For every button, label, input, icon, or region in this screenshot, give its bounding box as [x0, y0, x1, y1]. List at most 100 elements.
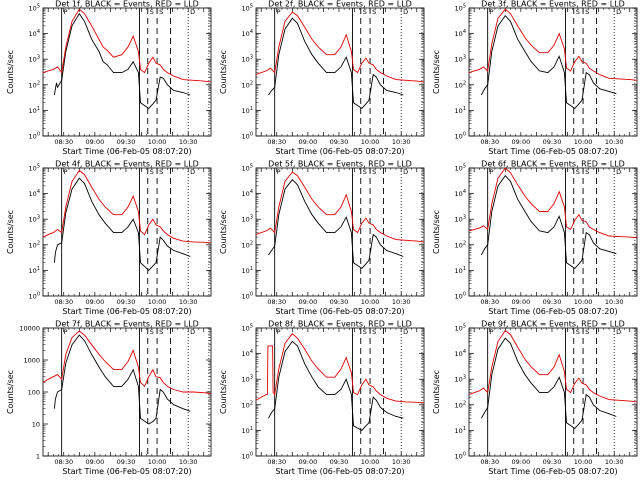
x-tick-label: 10:30: [179, 138, 198, 146]
y-tick-label: 105: [242, 4, 253, 13]
y-axis-label: Counts/sec: [219, 210, 228, 254]
top-marker-label: P: [64, 8, 68, 16]
top-marker-label: P: [277, 168, 281, 176]
top-marker-label: P: [64, 168, 68, 176]
plot-frame: [255, 167, 425, 297]
y-tick-label: 105: [455, 324, 466, 333]
x-tick-label: 10:00: [148, 458, 167, 466]
top-marker-label: P: [490, 168, 494, 176]
lld-series-line: [43, 8, 211, 83]
top-marker-label: S: [576, 328, 580, 336]
lld-series-line: [43, 169, 211, 244]
y-tick-label: 102: [455, 240, 466, 249]
x-tick-label: 09:30: [543, 298, 562, 306]
x-tick-label: 08:30: [480, 298, 499, 306]
y-tick-label: 102: [455, 80, 466, 89]
top-marker-label: S: [363, 8, 367, 16]
y-tick-label: 104: [29, 29, 40, 38]
events-series-line: [481, 337, 617, 429]
y-tick-label: 104: [455, 349, 466, 358]
panel-title: Det 9f, BLACK = Events, RED = LLD: [481, 320, 625, 329]
y-axis-label: Counts/sec: [432, 370, 441, 414]
x-tick-label: 10:00: [361, 138, 380, 146]
top-marker-label: D: [616, 8, 621, 16]
y-tick-label: 1000: [23, 357, 40, 365]
x-tick-label: 09:30: [543, 138, 562, 146]
x-tick-label: 10:30: [392, 138, 411, 146]
y-tick-label: 105: [29, 164, 40, 173]
x-tick-label: 09:30: [330, 458, 349, 466]
x-tick-label: 09:00: [85, 138, 104, 146]
y-tick-label: 102: [242, 240, 253, 249]
x-tick-label: 09:30: [330, 298, 349, 306]
y-axis-label: Counts/sec: [219, 50, 228, 94]
x-tick-label: 09:00: [298, 138, 317, 146]
x-axis-label: Start Time (06-Feb-05 08:07:20): [275, 307, 404, 316]
x-tick-label: 09:00: [298, 298, 317, 306]
panel-det3: Det 3f, BLACK = Events, RED = LLD Counts/…: [432, 0, 638, 156]
x-tick-label: 10:30: [392, 298, 411, 306]
top-marker-label: D: [403, 168, 408, 176]
y-tick-label: 103: [242, 55, 253, 64]
plot-frame: [468, 7, 638, 137]
top-marker-label: P: [277, 328, 281, 336]
y-axis-label: Counts/sec: [6, 370, 15, 414]
x-tick-label: 09:30: [117, 458, 136, 466]
y-tick-label: 100: [28, 389, 40, 397]
top-marker-label: D: [616, 168, 621, 176]
y-tick-label: 102: [242, 400, 253, 409]
x-axis-label: Start Time (06-Feb-05 08:07:20): [62, 467, 191, 476]
x-tick-label: 09:00: [298, 458, 317, 466]
lld-series-line: [469, 329, 637, 403]
y-axis-label: Counts/sec: [6, 50, 15, 94]
y-tick-label: 100: [455, 292, 466, 301]
top-marker-label: D: [616, 328, 621, 336]
top-marker-label: S: [150, 168, 154, 176]
y-tick-label: 104: [455, 29, 466, 38]
x-tick-label: 09:00: [85, 298, 104, 306]
events-series-line: [53, 334, 191, 425]
top-marker-label: P: [277, 8, 281, 16]
y-tick-label: 103: [455, 375, 466, 384]
panel-title: Det 3f, BLACK = Events, RED = LLD: [481, 0, 625, 9]
x-tick-label: 10:30: [179, 458, 198, 466]
y-tick-label: 101: [242, 106, 253, 115]
lld-series-line: [256, 171, 424, 243]
x-axis-label: Start Time (06-Feb-05 08:07:20): [275, 147, 404, 156]
panel-title: Det 2f, BLACK = Events, RED = LLD: [268, 0, 412, 9]
x-tick-label: 09:30: [330, 138, 349, 146]
y-tick-label: 102: [242, 80, 253, 89]
y-tick-label: 102: [455, 400, 466, 409]
lld-series-line: [43, 330, 211, 394]
events-series-line: [53, 12, 191, 109]
y-tick-label: 103: [29, 55, 40, 64]
top-marker-label: S: [372, 328, 376, 336]
top-marker-label: D: [190, 168, 195, 176]
x-axis-label: Start Time (06-Feb-05 08:07:20): [488, 467, 617, 476]
plot-frame: [468, 167, 638, 297]
plot-frame: [255, 327, 425, 457]
plot-frame: [255, 7, 425, 137]
top-marker-label: S: [159, 328, 163, 336]
top-marker-label: D: [403, 8, 408, 16]
y-tick-label: 100: [29, 292, 40, 301]
x-tick-label: 09:30: [117, 298, 136, 306]
panel-title: Det 7f, BLACK = Events, RED = LLD: [55, 320, 199, 329]
top-marker-label: S: [363, 328, 367, 336]
top-marker-label: S: [576, 8, 580, 16]
y-tick-label: 105: [455, 4, 466, 13]
y-tick-label: 101: [29, 106, 40, 115]
x-tick-label: 08:30: [267, 138, 286, 146]
y-tick-label: 105: [242, 164, 253, 173]
top-marker-label: S: [372, 8, 376, 16]
x-tick-label: 10:30: [179, 298, 198, 306]
y-tick-label: 104: [29, 189, 40, 198]
y-axis-label: Counts/sec: [432, 50, 441, 94]
x-tick-label: 08:30: [480, 458, 499, 466]
y-tick-label: 101: [29, 266, 40, 275]
y-tick-label: 100: [455, 132, 466, 141]
x-tick-label: 09:00: [511, 138, 530, 146]
y-tick-label: 101: [455, 426, 466, 435]
y-tick-label: 104: [242, 189, 253, 198]
